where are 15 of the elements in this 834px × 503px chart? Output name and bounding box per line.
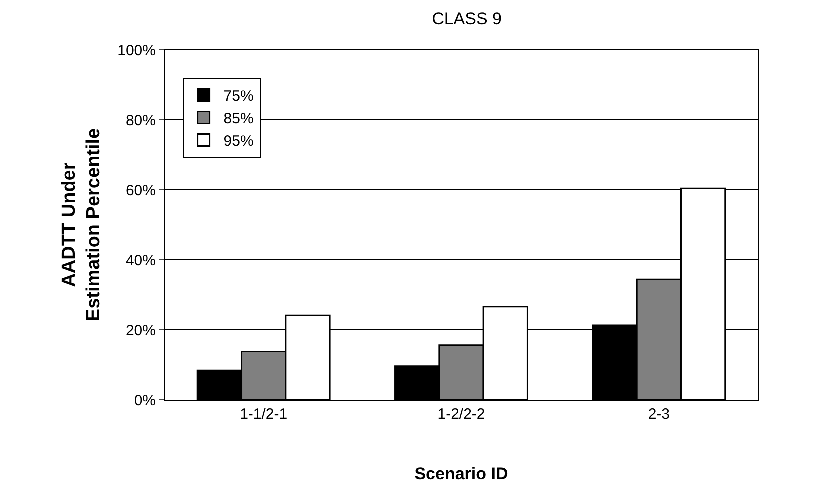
legend-label: 85%: [224, 110, 254, 128]
y-tick-label: 20%: [126, 322, 156, 340]
y-tick-label: 0%: [134, 392, 156, 410]
x-tick-label: 1-2/2-2: [438, 406, 486, 423]
legend-label: 75%: [224, 88, 254, 106]
chart-title: CLASS 9: [432, 9, 502, 28]
y-tick-label: 100%: [118, 42, 156, 60]
y-tick-label: 40%: [126, 252, 156, 270]
x-tick-label: 1-1/2-1: [240, 406, 288, 423]
y-axis-title: AADTT Under Estimation Percentile: [58, 128, 104, 322]
legend-label: 95%: [224, 133, 254, 150]
y-tick-label: 80%: [126, 112, 156, 130]
y-tick-label: 60%: [126, 182, 156, 200]
x-tick-label: 2-3: [648, 406, 670, 423]
x-axis-title: Scenario ID: [414, 464, 508, 484]
